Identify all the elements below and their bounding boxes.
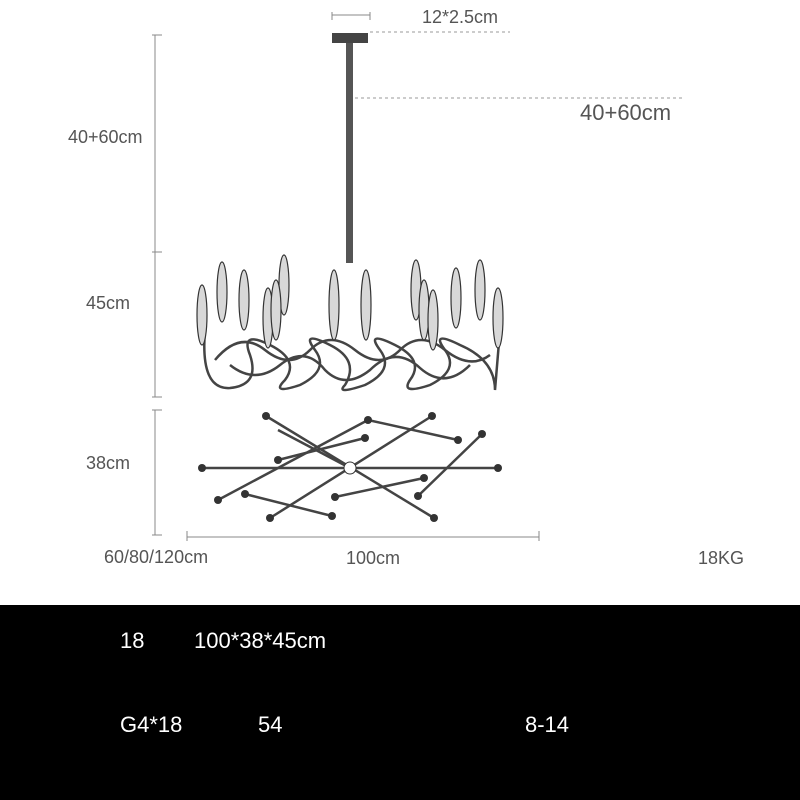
drop-length-right: 40+60cm: [580, 100, 671, 125]
spec-value: 100*38*45cm: [194, 628, 326, 653]
spec-value: G4*18: [120, 712, 182, 737]
spec-value: 18: [120, 628, 144, 653]
weight: 18KG: [698, 548, 744, 568]
spec-value: 8-14: [525, 712, 569, 737]
dimension-lines: [152, 34, 540, 541]
drop-length-left: 40+60cm: [68, 127, 143, 147]
canopy-size: 12*2.5cm: [422, 7, 498, 27]
diagram-area: [0, 0, 800, 605]
chandelier-side-view: [196, 12, 683, 392]
chandelier-top-view: [198, 412, 502, 522]
size-options: 60/80/120cm: [104, 547, 208, 567]
depth: 38cm: [86, 453, 130, 473]
width: 100cm: [346, 548, 400, 568]
spec-value: 54: [258, 712, 282, 737]
spec-panel: [0, 605, 800, 800]
body-height: 45cm: [86, 293, 130, 313]
